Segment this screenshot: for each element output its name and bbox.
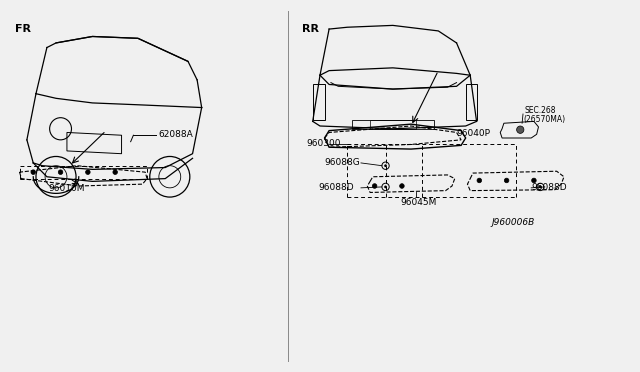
Text: 96010M: 96010M <box>49 184 85 193</box>
Text: 960300: 960300 <box>307 139 341 148</box>
Text: 96040P: 96040P <box>456 129 490 138</box>
Circle shape <box>113 170 118 174</box>
Circle shape <box>384 164 387 167</box>
Circle shape <box>58 170 63 174</box>
Text: 96088D: 96088D <box>318 183 354 192</box>
Text: (26570MA): (26570MA) <box>523 115 565 124</box>
Circle shape <box>31 170 36 174</box>
Text: 96045M: 96045M <box>400 198 436 207</box>
Text: RR: RR <box>302 25 319 35</box>
Text: SEC.268: SEC.268 <box>525 106 556 115</box>
Circle shape <box>384 186 387 188</box>
Circle shape <box>477 178 481 183</box>
Circle shape <box>399 184 404 188</box>
Circle shape <box>86 170 90 174</box>
Circle shape <box>504 178 509 183</box>
Text: 96088D: 96088D <box>531 183 567 192</box>
Text: FR: FR <box>15 25 31 35</box>
Text: J960006B: J960006B <box>491 218 534 227</box>
Circle shape <box>539 186 541 188</box>
Circle shape <box>372 184 377 188</box>
Text: 62088A: 62088A <box>158 130 193 139</box>
Circle shape <box>516 126 524 134</box>
Circle shape <box>532 178 536 183</box>
Text: 96088G: 96088G <box>324 158 360 167</box>
